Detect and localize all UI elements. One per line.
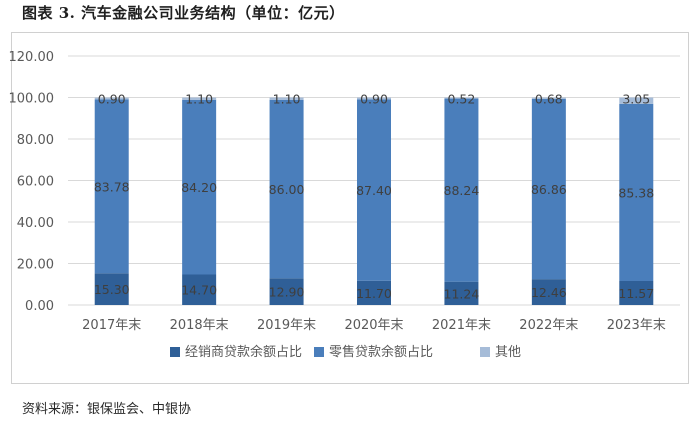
data-label: 84.20 [181,180,217,195]
y-axis-ticks: 0.00 20.00 40.00 60.00 80.00 100.00 120.00 [9,50,55,314]
data-labels: 15.30 83.78 0.90 14.70 84.20 1.10 12.90 86.00 1.… [94,92,654,302]
data-label: 11.57 [618,286,654,301]
data-label: 11.24 [444,286,480,301]
x-tick-label: 2019年末 [257,318,316,333]
bar-segment [269,97,304,100]
legend-label: 其他 [495,345,521,360]
data-label: 0.68 [535,92,563,107]
y-tick-label: 40.00 [17,216,54,231]
x-tick-label: 2017年末 [82,318,141,333]
y-tick-label: 100.00 [9,92,55,107]
source-note: 资料来源：银保监会、中银协 [22,402,192,417]
bar-segment [619,280,654,305]
bar-segment [619,97,654,104]
legend-swatch [170,347,180,357]
data-label: 1.10 [273,92,301,107]
bar-segment [444,97,479,99]
x-tick-label: 2020年末 [344,318,403,333]
data-label: 0.90 [98,92,126,107]
bar-segment [531,97,566,99]
legend-label: 经销商贷款余额占比 [185,344,302,360]
y-tick-label: 120.00 [9,50,55,65]
data-label: 86.00 [269,182,305,197]
figure-title: 图表 3. 汽车金融公司业务结构（单位：亿元） [22,4,345,22]
data-label: 0.52 [448,92,476,107]
x-tick-label: 2022年末 [519,318,578,333]
legend-label: 零售贷款余额占比 [329,344,433,360]
bar-segment [269,99,304,279]
data-label: 0.90 [360,92,388,107]
data-label: 86.86 [531,182,567,197]
data-label: 87.40 [356,183,392,198]
y-tick-label: 80.00 [17,133,54,148]
data-label: 11.70 [356,286,392,301]
x-tick-label: 2018年末 [170,318,229,333]
bar-segment [444,281,479,305]
data-label: 12.90 [269,285,305,300]
bar-segment [357,97,391,100]
legend-swatch [480,347,490,357]
bar-segment [357,99,391,281]
data-label: 3.05 [622,92,650,107]
legend: 经销商贷款余额占比 零售贷款余额占比 其他 [170,344,521,360]
bars [94,97,654,305]
data-label: 85.38 [618,185,654,200]
bar-segment [182,274,217,305]
legend-swatch [314,347,324,357]
data-label: 88.24 [444,183,480,198]
data-label: 15.30 [94,282,130,297]
data-label: 1.10 [185,92,213,107]
bar-segment [444,98,479,282]
y-tick-label: 0.00 [25,299,54,314]
data-label: 14.70 [181,283,217,298]
bar-segment [531,98,566,280]
bar-segment [94,97,129,100]
bar-segment [94,99,129,274]
x-tick-label: 2021年末 [432,318,491,333]
x-tick-label: 2023年末 [607,318,666,333]
bar-segment [269,278,304,305]
y-tick-label: 20.00 [17,258,54,273]
y-tick-label: 60.00 [17,175,54,190]
data-label: 12.46 [531,285,567,300]
data-label: 83.78 [94,179,130,194]
bar-segment [357,280,391,305]
bar-segment [94,273,129,305]
bar-segment [182,99,217,275]
x-axis-ticks: 2017年末 2018年末 2019年末 2020年末 2021年末 2022年末 2023… [82,318,666,333]
bar-segment [182,97,217,100]
bar-segment [531,279,566,305]
bar-segment [619,103,654,281]
